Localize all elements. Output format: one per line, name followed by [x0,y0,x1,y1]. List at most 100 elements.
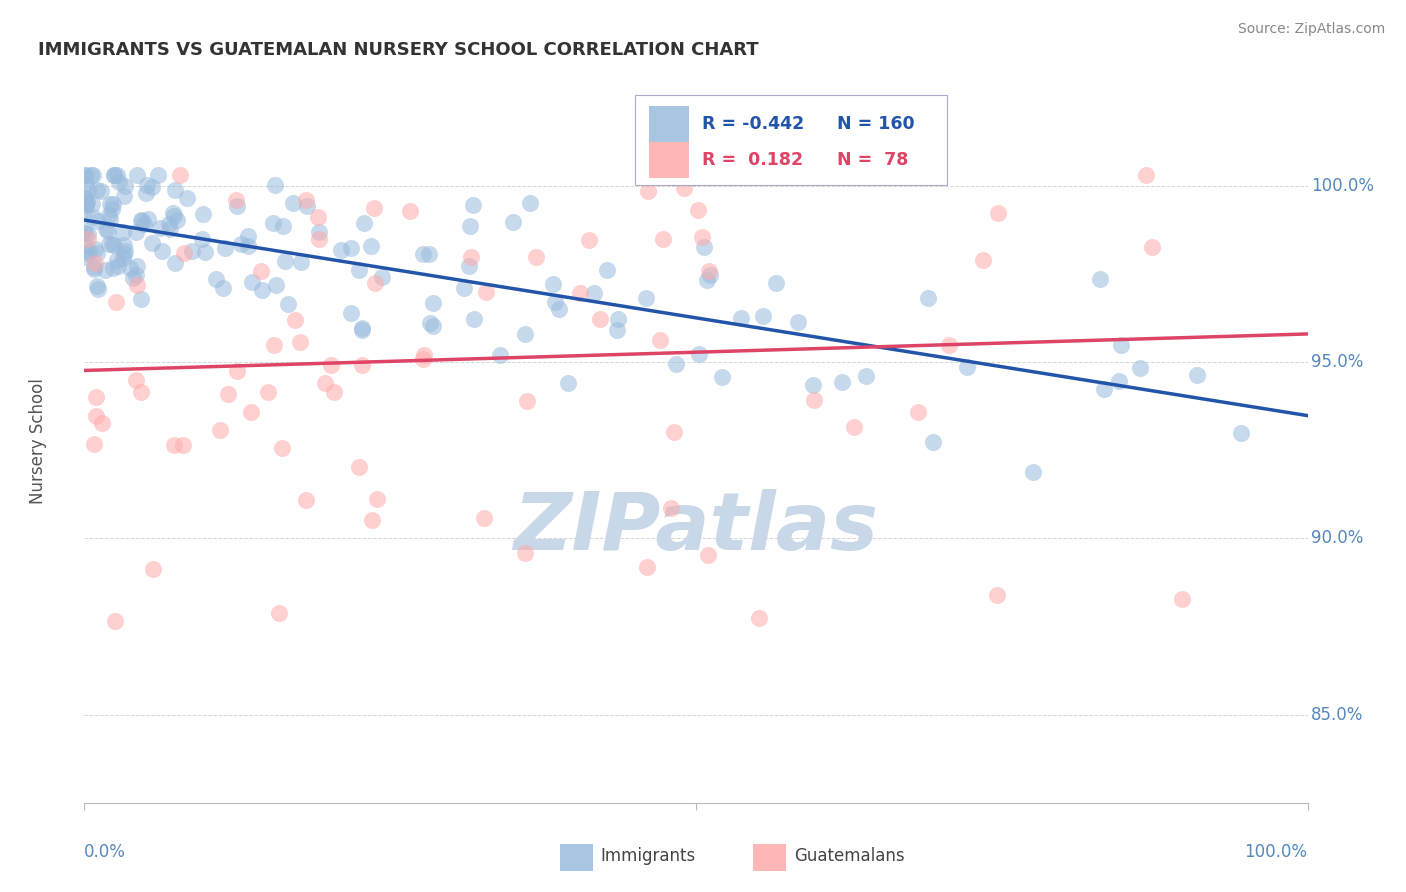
Point [350,358,373,372]
Point [589,312,612,326]
Point [350,321,373,335]
Text: R =  0.182: R = 0.182 [702,151,803,169]
Point [371,269,394,284]
Point [191,207,214,221]
Point [159,222,181,236]
Point [191,232,214,246]
Point [136,212,159,227]
Point [217,387,239,401]
Point [766,169,789,183]
Point [519,195,541,210]
Point [98,197,121,211]
Point [489,348,512,362]
Point [516,394,538,409]
Point [108,175,131,189]
Point [274,254,297,268]
Point [696,548,718,562]
Point [364,276,387,290]
Point [82,169,104,183]
Point [1170,592,1192,607]
Point [240,405,263,419]
Point [163,209,186,223]
Point [399,203,422,218]
Point [917,291,939,305]
FancyBboxPatch shape [650,142,689,178]
Point [596,262,619,277]
Point [267,607,290,621]
Point [524,250,547,264]
Point [262,216,284,230]
Point [166,212,188,227]
Point [474,285,496,299]
Point [236,239,259,253]
Point [80,169,103,183]
Point [76,232,98,246]
Point [125,268,148,282]
Point [308,232,330,246]
Point [1088,272,1111,286]
Point [474,511,496,525]
Point [803,392,825,407]
Point [111,251,134,265]
Point [263,338,285,352]
Point [75,197,97,211]
Point [114,179,136,194]
Point [1108,374,1130,388]
Point [710,370,733,384]
Point [419,316,441,330]
Point [578,233,600,247]
Point [111,225,134,239]
Point [1092,382,1115,396]
Text: 85.0%: 85.0% [1312,706,1364,723]
Point [557,376,579,390]
Point [637,184,659,198]
Point [665,357,688,371]
Point [1230,425,1253,440]
Point [688,347,710,361]
Point [75,177,97,191]
Point [104,614,127,628]
Point [294,193,316,207]
Point [98,212,121,227]
Point [112,238,135,252]
FancyBboxPatch shape [636,95,946,185]
FancyBboxPatch shape [560,844,593,871]
Point [352,323,374,337]
FancyBboxPatch shape [650,105,689,142]
Point [787,316,810,330]
Point [347,459,370,474]
Point [307,210,329,224]
Point [75,191,97,205]
Point [418,247,440,261]
Point [83,261,105,276]
Point [73,169,96,183]
Point [765,276,787,290]
Point [323,385,346,400]
Point [83,436,105,450]
Text: IMMIGRANTS VS GUATEMALAN NURSERY SCHOOL CORRELATION CHART: IMMIGRANTS VS GUATEMALAN NURSERY SCHOOL … [38,41,758,59]
Point [129,292,152,306]
Point [288,335,311,350]
Point [205,272,228,286]
Point [413,347,436,361]
Point [308,225,330,239]
Point [87,213,110,227]
Point [208,424,231,438]
Point [80,196,103,211]
Point [544,295,567,310]
Point [142,562,165,576]
Point [75,197,97,211]
Point [855,368,877,383]
Point [363,201,385,215]
Point [458,219,481,233]
Point [105,252,128,267]
Point [314,376,336,391]
Point [412,352,434,367]
Point [281,196,304,211]
Text: Nursery School: Nursery School [30,378,46,505]
Point [141,180,163,194]
Point [93,263,115,277]
Point [463,311,485,326]
Text: Immigrants: Immigrants [600,847,696,864]
Point [105,169,128,183]
